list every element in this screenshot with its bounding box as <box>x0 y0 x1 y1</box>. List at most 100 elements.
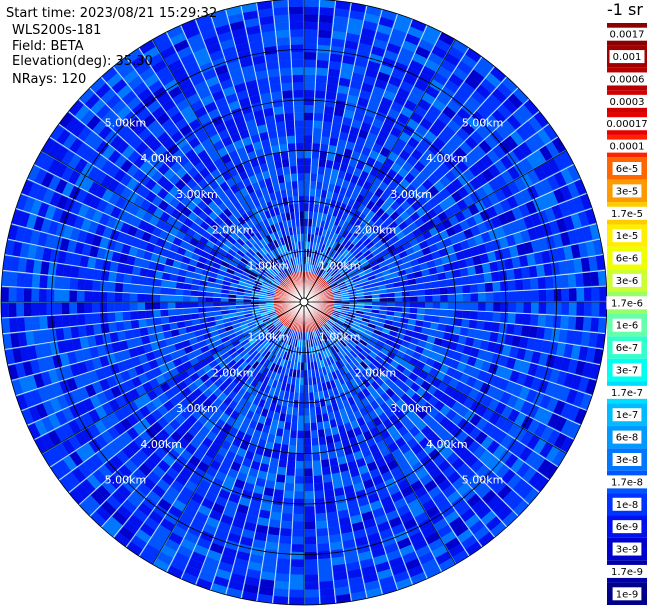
range-bin <box>408 565 425 578</box>
range-bin <box>356 363 365 373</box>
range-bin <box>377 364 387 373</box>
range-bin <box>585 347 596 363</box>
range-bin <box>227 248 237 257</box>
range-bin <box>201 498 215 510</box>
range-bin <box>69 278 78 291</box>
range-bin <box>386 549 402 561</box>
range-bin <box>108 322 117 333</box>
range-bin <box>139 431 152 444</box>
range-bin <box>374 343 383 352</box>
range-bin <box>537 458 552 475</box>
range-bin <box>535 264 545 277</box>
range-bin <box>414 511 429 525</box>
range-bin <box>449 438 462 452</box>
range-bin <box>264 549 278 559</box>
range-bin <box>322 413 330 422</box>
range-bin <box>297 354 302 363</box>
range-bin <box>268 288 276 293</box>
range-bin <box>326 83 338 93</box>
range-bin <box>206 311 215 318</box>
range-bin <box>242 591 258 602</box>
range-bin <box>501 419 514 434</box>
range-bin <box>73 216 85 230</box>
colorbar-tick-label: 0.001 <box>613 52 642 63</box>
range-bin <box>11 209 23 226</box>
range-bin <box>144 302 153 311</box>
range-bin <box>438 478 452 492</box>
range-bin <box>243 295 252 300</box>
range-bin <box>336 593 352 604</box>
range-bin <box>300 362 304 371</box>
range-bin <box>92 120 107 136</box>
range-bin <box>347 568 363 579</box>
range-bin <box>290 338 295 346</box>
range-bin <box>380 392 391 402</box>
range-bin <box>465 541 483 556</box>
range-bin <box>277 341 284 350</box>
range-bin <box>497 484 513 500</box>
range-bin <box>198 307 207 314</box>
range-bin <box>268 345 276 353</box>
range-bin <box>347 330 355 338</box>
range-bin <box>522 313 531 325</box>
range-bin <box>339 431 349 441</box>
range-bin <box>84 313 94 325</box>
range-bin <box>502 489 518 505</box>
range-bin <box>304 415 311 424</box>
range-bin <box>364 329 374 337</box>
range-bin <box>484 351 495 363</box>
range-bin <box>273 348 280 356</box>
range-bin <box>327 319 335 326</box>
range-bin <box>429 466 443 480</box>
range-bin <box>266 306 275 310</box>
range-bin <box>23 392 36 408</box>
range-bin <box>462 435 475 449</box>
range-bin <box>304 0 319 7</box>
range-bin <box>243 400 253 410</box>
range-bin <box>65 472 81 488</box>
range-bin <box>500 302 509 312</box>
range-bin <box>145 370 156 382</box>
range-bin <box>228 381 238 391</box>
range-bin <box>309 181 317 189</box>
range-bin <box>112 120 127 135</box>
range-bin <box>420 455 433 467</box>
range-bin <box>304 188 310 197</box>
range-bin <box>277 44 290 54</box>
range-bin <box>261 349 269 358</box>
range-bin <box>551 383 564 399</box>
range-bin <box>322 358 329 367</box>
range-bin <box>333 308 341 312</box>
range-bin <box>49 192 62 207</box>
range-bin <box>44 356 56 371</box>
range-bin <box>422 321 432 329</box>
range-bin <box>234 267 244 275</box>
range-bin <box>364 580 381 591</box>
range-bin <box>353 335 362 342</box>
range-bin <box>117 331 127 342</box>
range-bin <box>133 508 149 523</box>
range-bin <box>332 433 342 443</box>
range-bin <box>311 143 320 152</box>
range-bin <box>329 317 337 323</box>
range-bin <box>514 279 524 291</box>
range-bin <box>546 302 554 315</box>
range-bin <box>206 369 216 379</box>
range-bin <box>249 554 264 564</box>
range-bin <box>469 347 480 358</box>
range-bin <box>347 396 356 406</box>
range-bin <box>282 343 288 352</box>
range-bin <box>229 336 239 344</box>
range-bin <box>400 511 414 524</box>
range-bin <box>282 97 293 107</box>
range-bin <box>247 394 256 404</box>
range-bin <box>341 531 355 542</box>
range-bin <box>236 291 245 296</box>
range-bin <box>326 504 338 513</box>
range-bin <box>39 275 48 289</box>
range-bin <box>375 386 386 396</box>
range-bin <box>560 315 569 329</box>
range-bin <box>545 275 554 289</box>
range-bin <box>126 178 139 191</box>
range-bin <box>172 499 187 512</box>
